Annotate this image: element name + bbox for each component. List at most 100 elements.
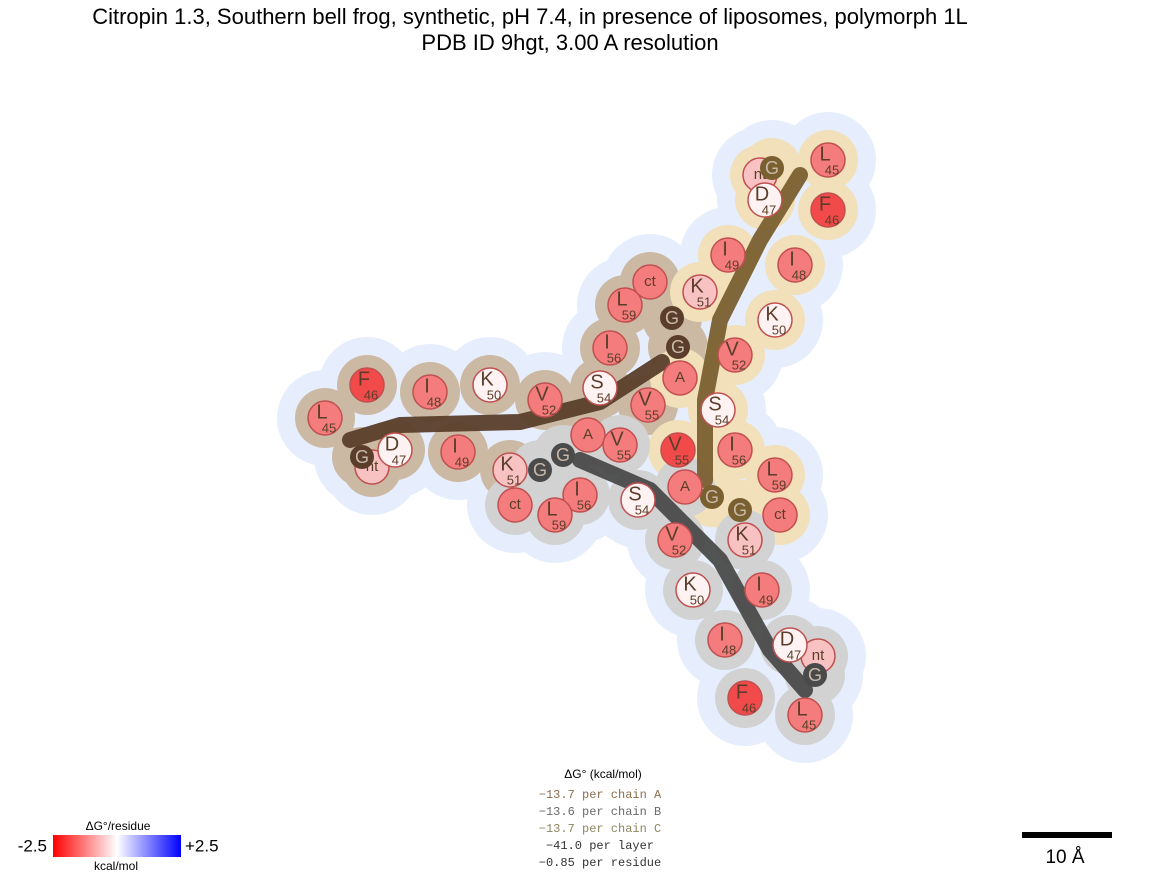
residue <box>412 374 448 410</box>
residue-letter: I <box>719 623 725 645</box>
residue <box>810 142 846 178</box>
residue-number: 46 <box>742 700 756 715</box>
residue <box>592 330 628 366</box>
residue-letter: I <box>574 478 580 500</box>
residue <box>570 417 606 453</box>
energy-lines: −13.7 per chain A −13.6 per chain B −13.7 … <box>539 788 662 870</box>
residue <box>810 192 846 228</box>
residue-letter: L <box>316 401 327 423</box>
residue <box>787 697 823 733</box>
residue-letter: D <box>755 183 769 205</box>
glycine <box>760 156 784 180</box>
backbone <box>572 452 813 698</box>
residue-number: 50 <box>772 322 786 337</box>
residue-letter: G <box>733 500 747 520</box>
residue-number: 56 <box>577 497 591 512</box>
backbone <box>342 354 670 448</box>
residue <box>762 497 798 533</box>
residue-number: 51 <box>697 294 711 309</box>
residue-letter: I <box>789 248 795 270</box>
glycine <box>728 498 752 522</box>
residue-letter: nt <box>812 647 825 664</box>
residue <box>772 627 808 663</box>
energy-line: −41.0 per layer <box>546 839 654 853</box>
residue-number: 54 <box>715 412 729 427</box>
residue-number: 49 <box>759 592 773 607</box>
glycine <box>350 445 374 469</box>
residue-letter: K <box>765 303 779 325</box>
energy-line: −0.85 per residue <box>539 856 661 870</box>
residue <box>657 522 693 558</box>
colorbar-max: +2.5 <box>185 836 219 855</box>
residue-number: 52 <box>732 357 746 372</box>
scale-bar <box>1022 832 1112 838</box>
residue <box>777 247 813 283</box>
residue <box>757 457 793 493</box>
residue-letter: L <box>819 143 830 165</box>
residue-letter: I <box>604 331 610 353</box>
colorbar-unit: kcal/mol <box>94 859 138 873</box>
residue-letter: ct <box>509 496 522 513</box>
residue-number: 48 <box>427 394 441 409</box>
residue-letter: I <box>729 433 735 455</box>
residue-letter: V <box>668 433 682 455</box>
backbones <box>342 167 813 698</box>
residue-letter: F <box>819 193 831 215</box>
residue-number: 47 <box>762 202 776 217</box>
residue-letter: K <box>735 523 749 545</box>
residue-number: 55 <box>675 452 689 467</box>
residue <box>700 392 736 428</box>
residue <box>377 432 413 468</box>
residue <box>307 400 343 436</box>
residue-number: 52 <box>542 402 556 417</box>
colorbar-min: -2.5 <box>18 836 47 855</box>
residue-letter: G <box>705 487 719 507</box>
residue-number: 46 <box>825 212 839 227</box>
residue-letter: K <box>683 573 697 595</box>
residue-letter: V <box>725 338 739 360</box>
residue-number: 59 <box>622 307 636 322</box>
residue-letter: G <box>765 158 779 178</box>
residue-number: 46 <box>364 387 378 402</box>
residue-letter: G <box>355 447 369 467</box>
residue <box>727 522 763 558</box>
residue <box>537 497 573 533</box>
residue <box>747 182 783 218</box>
residue-letter: G <box>533 460 547 480</box>
residue <box>527 382 563 418</box>
residue-number: 48 <box>792 267 806 282</box>
residue <box>349 367 385 403</box>
residue-letter: A <box>680 478 690 495</box>
residue-letter: K <box>480 368 494 390</box>
residue-letter: V <box>665 523 679 545</box>
colorbar-title: ΔG°/residue <box>86 819 151 833</box>
residue <box>582 370 618 406</box>
residue-number: 47 <box>392 452 406 467</box>
glycine <box>803 663 827 687</box>
residue-letter: V <box>638 388 652 410</box>
residue <box>717 337 753 373</box>
residue-number: 56 <box>732 452 746 467</box>
glycine <box>700 485 724 509</box>
residue-letter: I <box>424 375 430 397</box>
residue-number: 56 <box>607 350 621 365</box>
residue-number: 51 <box>742 542 756 557</box>
residue-number: 50 <box>487 387 501 402</box>
residue-letter: V <box>535 383 549 405</box>
residue-letter: F <box>358 368 370 390</box>
residue-letter: K <box>500 453 514 475</box>
residue <box>630 387 666 423</box>
residue-number: 49 <box>455 454 469 469</box>
title: Citropin 1.3, Southern bell frog, synthe… <box>92 4 968 29</box>
residue-number: 59 <box>552 517 566 532</box>
residue-number: 54 <box>635 502 649 517</box>
residue <box>675 572 711 608</box>
glycine <box>666 335 690 359</box>
residue <box>744 572 780 608</box>
residue-number: 59 <box>772 477 786 492</box>
residue-number: 51 <box>507 472 521 487</box>
residue-number: 45 <box>825 162 839 177</box>
residue-letter: I <box>756 573 762 595</box>
